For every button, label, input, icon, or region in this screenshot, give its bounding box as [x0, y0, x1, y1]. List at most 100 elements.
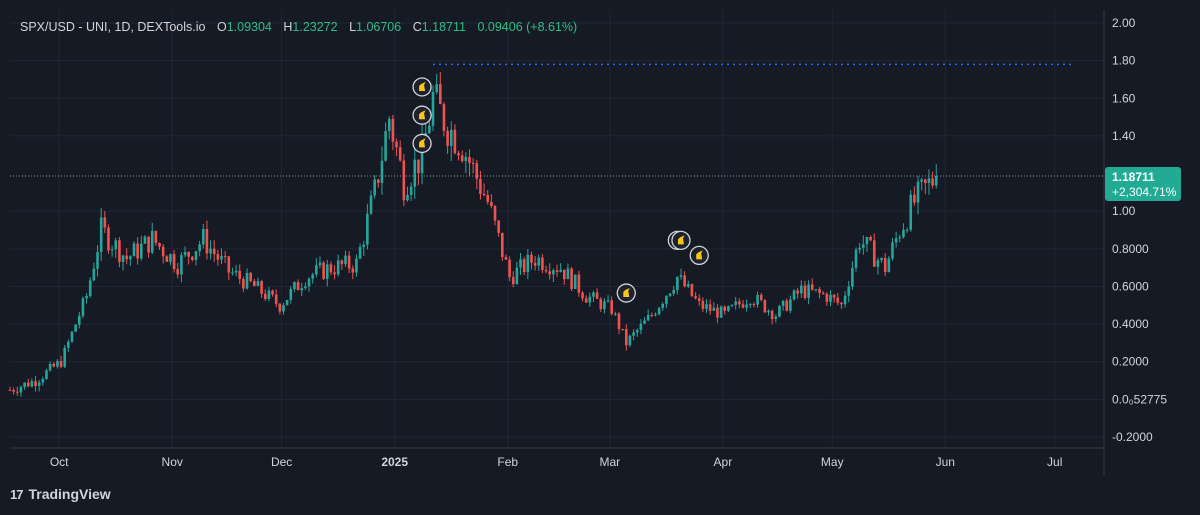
candle-body	[891, 242, 894, 259]
candle-body	[770, 310, 774, 319]
candle-body	[362, 244, 366, 247]
candle-body	[694, 296, 697, 299]
candle-body	[840, 302, 843, 305]
candle-body	[734, 301, 737, 305]
candle-body	[752, 304, 756, 306]
candle-body	[719, 306, 723, 318]
candle-body	[646, 315, 650, 321]
change-value: 0.09406 (+8.61%)	[477, 20, 578, 34]
candle-body	[169, 254, 172, 262]
candle-body	[774, 316, 778, 319]
candle-body	[347, 255, 351, 269]
candle-body	[810, 284, 814, 290]
candle-body	[424, 132, 428, 136]
candle-body	[92, 268, 96, 281]
candle-body	[220, 255, 223, 260]
candle-body	[271, 290, 274, 295]
candle-body	[548, 271, 552, 275]
candle-body	[12, 390, 15, 392]
candle-body	[398, 147, 402, 161]
candle-body	[741, 304, 745, 308]
candle-body	[679, 275, 683, 277]
candle-body	[730, 304, 734, 307]
candle-body	[614, 313, 617, 315]
candle-body	[479, 178, 482, 195]
trade-marker-icon[interactable]	[616, 283, 636, 303]
candle-body	[530, 254, 533, 263]
candle-body	[927, 178, 931, 184]
candle-body	[373, 179, 376, 196]
candle-body	[380, 160, 384, 183]
trade-marker-icon[interactable]	[412, 105, 432, 125]
candle-body	[606, 300, 610, 302]
candle-body	[471, 162, 475, 164]
candle-body	[249, 272, 252, 282]
candle-body	[234, 270, 238, 273]
candle-body	[285, 299, 289, 306]
x-tick-label: Feb	[497, 455, 518, 469]
candle-body	[800, 285, 803, 294]
candle-body	[409, 186, 413, 195]
candle-body	[814, 289, 818, 291]
candle-body	[632, 332, 635, 336]
candle-body	[924, 179, 927, 184]
candle-body	[665, 295, 668, 304]
candle-body	[70, 331, 74, 342]
candle-body	[796, 290, 799, 294]
tradingview-brand[interactable]: 17 TradingView	[10, 486, 111, 502]
candle-body	[48, 363, 52, 371]
candle-body	[789, 299, 792, 311]
candle-body	[748, 304, 752, 306]
candle-body	[727, 306, 730, 311]
candle-body	[274, 294, 278, 304]
candle-body	[544, 269, 548, 272]
x-tick-label: Oct	[50, 455, 69, 469]
candle-body	[340, 260, 344, 265]
trade-marker-icon[interactable]	[689, 245, 709, 266]
candle-body	[63, 347, 66, 367]
candle-body	[887, 258, 891, 273]
candle-body	[541, 257, 544, 270]
candle-body	[183, 251, 187, 256]
candle-body	[431, 91, 435, 126]
x-tick-label: Jun	[936, 455, 955, 469]
trade-marker-icon[interactable]	[412, 133, 432, 154]
y-tick-label: 2.00	[1112, 16, 1136, 30]
candle-body	[41, 378, 45, 383]
candle-body	[187, 251, 190, 257]
candle-body	[493, 206, 497, 221]
candle-body	[515, 267, 519, 285]
candle-body	[573, 274, 577, 289]
candle-body	[154, 230, 158, 244]
candle-body	[442, 104, 446, 131]
low-key: L	[349, 20, 357, 34]
candle-body	[325, 264, 329, 279]
ohlc-legend: SPX/USD - UNI, 1D, DEXTools.io O1.09304 …	[20, 20, 585, 34]
candle-body	[242, 278, 245, 289]
candle-body	[686, 284, 690, 287]
open-value: 1.09304	[226, 20, 272, 34]
trade-marker-icon[interactable]	[671, 230, 691, 251]
candle-body	[803, 285, 807, 298]
candle-body	[526, 254, 530, 273]
candle-body	[858, 247, 861, 250]
x-tick-label: Mar	[599, 455, 620, 469]
trade-marker-icon[interactable]	[412, 77, 432, 97]
candle-body	[501, 232, 504, 258]
candle-body	[457, 153, 460, 156]
candle-body	[114, 240, 118, 250]
candle-body	[34, 381, 37, 386]
candle-body	[595, 292, 599, 299]
y-tick-label: 0.8000	[1112, 242, 1149, 256]
candle-body	[315, 265, 318, 275]
candle-body	[635, 330, 639, 333]
candle-body	[905, 229, 909, 231]
y-tick-label: -0.2000	[1112, 430, 1153, 444]
candle-body	[19, 386, 23, 393]
candles	[8, 72, 938, 397]
candle-body	[756, 294, 759, 305]
candle-body	[413, 159, 417, 187]
candle-body	[537, 257, 541, 266]
candle-body	[99, 217, 103, 253]
